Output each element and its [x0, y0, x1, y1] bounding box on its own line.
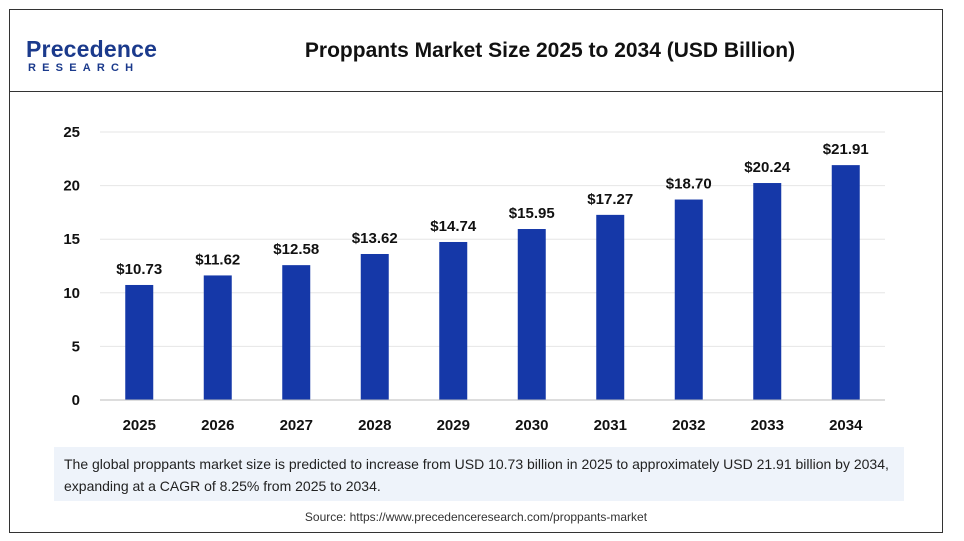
bar: [439, 241, 468, 400]
data-label: $21.91: [823, 141, 869, 158]
y-tick-label: 20: [63, 178, 80, 195]
x-tick-label: 2033: [751, 417, 784, 434]
y-tick-label: 25: [63, 124, 80, 141]
header: Precedence RESEARCH Proppants Market Siz…: [10, 10, 942, 92]
data-label: $20.24: [744, 159, 791, 176]
bar: [517, 229, 546, 400]
x-tick-label: 2029: [437, 417, 470, 434]
data-label: $11.62: [195, 251, 240, 268]
bar: [674, 199, 703, 400]
data-label: $12.58: [273, 241, 319, 258]
x-tick-label: 2031: [594, 417, 627, 434]
logo-wordmark: Precedence: [26, 36, 158, 62]
bar: [596, 214, 625, 400]
y-tick-label: 0: [72, 392, 80, 409]
data-label: $18.70: [666, 176, 712, 193]
x-tick-label: 2026: [201, 417, 234, 434]
y-tick-label: 5: [72, 338, 80, 355]
bar: [753, 183, 782, 400]
data-label: $17.27: [587, 191, 633, 208]
x-tick-label: 2027: [280, 417, 313, 434]
x-tick-label: 2030: [515, 417, 548, 434]
data-label: $13.62: [352, 230, 398, 247]
x-tick-label: 2034: [829, 417, 863, 434]
data-label: $15.95: [509, 205, 555, 222]
bar-chart: 0510152025$10.732025$11.622026$12.582027…: [63, 124, 885, 434]
bar: [282, 265, 311, 400]
y-tick-label: 15: [63, 231, 80, 248]
y-tick-label: 10: [63, 285, 80, 302]
bar: [360, 253, 389, 400]
bar: [203, 275, 232, 400]
data-label: $10.73: [116, 261, 162, 278]
logo-subtitle: RESEARCH: [28, 62, 140, 74]
chart-title: Proppants Market Size 2025 to 2034 (USD …: [304, 39, 796, 62]
brand-logo: Precedence RESEARCH: [26, 36, 176, 82]
data-label: $14.74: [430, 218, 477, 235]
summary-note: The global proppants market size is pred…: [54, 447, 904, 501]
bar: [831, 165, 860, 400]
x-tick-label: 2025: [123, 417, 156, 434]
x-tick-label: 2028: [358, 417, 391, 434]
x-tick-label: 2032: [672, 417, 705, 434]
bar: [125, 284, 154, 400]
source-line: Source: https://www.precedenceresearch.c…: [304, 510, 648, 524]
chart-frame: Precedence RESEARCH Proppants Market Siz…: [9, 9, 943, 533]
